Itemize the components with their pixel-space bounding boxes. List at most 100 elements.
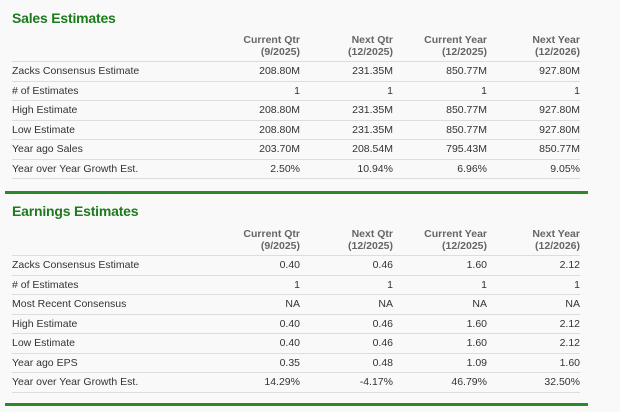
column-period: (12/2026) xyxy=(535,46,580,58)
row-label: Year ago EPS xyxy=(12,353,210,373)
row-label: Low Estimate xyxy=(12,333,210,354)
table-row: Year ago EPS 0.35 0.48 1.09 1.60 xyxy=(12,353,580,373)
column-header: Next Year (12/2026) xyxy=(487,34,580,62)
cell-value: 0.46 xyxy=(300,333,393,354)
header-blank xyxy=(12,228,210,256)
section-divider xyxy=(5,403,588,406)
table-row: Year over Year Growth Est. 14.29% -4.17% 46… xyxy=(12,372,580,393)
earnings-estimates-title: Earnings Estimates xyxy=(12,203,139,219)
earnings-estimates-table: Current Qtr (9/2025) Next Qtr (12/2025) Curr… xyxy=(12,228,580,393)
column-period: (12/2025) xyxy=(348,46,393,58)
table-row: Year over Year Growth Est. 2.50% 10.94% 6.9… xyxy=(12,159,580,179)
cell-value: 203.70M xyxy=(210,139,300,160)
row-label: Most Recent Consensus xyxy=(12,294,210,315)
cell-value: 46.79% xyxy=(393,372,487,393)
cell-value: 2.50% xyxy=(210,159,300,179)
cell-value: 927.80M xyxy=(487,100,580,121)
row-label: High Estimate xyxy=(12,314,210,334)
column-header: Next Year (12/2026) xyxy=(487,228,580,256)
cell-value: 0.40 xyxy=(210,314,300,334)
cell-value: 208.54M xyxy=(300,139,393,160)
column-label: Current Qtr xyxy=(243,34,300,46)
row-label: Year over Year Growth Est. xyxy=(12,372,210,393)
column-header: Current Qtr (9/2025) xyxy=(210,34,300,62)
cell-value: NA xyxy=(210,294,300,315)
cell-value: 927.80M xyxy=(487,61,580,82)
cell-value: 0.46 xyxy=(300,255,393,276)
table-row: Low Estimate 0.40 0.46 1.60 2.12 xyxy=(12,333,580,354)
column-header: Current Year (12/2025) xyxy=(393,34,487,62)
cell-value: 850.77M xyxy=(393,100,487,121)
cell-value: 1.60 xyxy=(393,255,487,276)
cell-value: 795.43M xyxy=(393,139,487,160)
cell-value: 1 xyxy=(487,275,580,295)
column-header: Next Qtr (12/2025) xyxy=(300,34,393,62)
cell-value: 1 xyxy=(210,81,300,101)
table-row: # of Estimates 1 1 1 1 xyxy=(12,275,580,295)
column-label: Next Qtr xyxy=(351,228,393,240)
column-label: Next Qtr xyxy=(351,34,393,46)
row-label: # of Estimates xyxy=(12,81,210,101)
cell-value: 208.80M xyxy=(210,61,300,82)
sales-estimates-title: Sales Estimates xyxy=(12,10,116,26)
cell-value: 1.60 xyxy=(487,353,580,373)
cell-value: 1 xyxy=(393,275,487,295)
row-label: Zacks Consensus Estimate xyxy=(12,61,210,82)
cell-value: 1 xyxy=(393,81,487,101)
column-label: Current Year xyxy=(424,34,487,46)
row-label: Year over Year Growth Est. xyxy=(12,159,210,179)
table-row: Zacks Consensus Estimate 208.80M 231.35M 85… xyxy=(12,61,580,82)
section-divider xyxy=(5,191,588,194)
row-label: High Estimate xyxy=(12,100,210,121)
cell-value: NA xyxy=(487,294,580,315)
cell-value: 1.60 xyxy=(393,333,487,354)
cell-value: 850.77M xyxy=(393,61,487,82)
cell-value: 2.12 xyxy=(487,333,580,354)
cell-value: 1 xyxy=(210,275,300,295)
cell-value: 0.46 xyxy=(300,314,393,334)
column-header: Next Qtr (12/2025) xyxy=(300,228,393,256)
cell-value: 0.40 xyxy=(210,255,300,276)
header-blank xyxy=(12,34,210,62)
cell-value: -4.17% xyxy=(300,372,393,393)
cell-value: 0.48 xyxy=(300,353,393,373)
cell-value: 9.05% xyxy=(487,159,580,179)
cell-value: 1 xyxy=(487,81,580,101)
row-label: Zacks Consensus Estimate xyxy=(12,255,210,276)
column-label: Current Qtr xyxy=(243,228,300,240)
table-row: High Estimate 0.40 0.46 1.60 2.12 xyxy=(12,314,580,334)
table-row: Most Recent Consensus NA NA NA NA xyxy=(12,294,580,315)
table-row: # of Estimates 1 1 1 1 xyxy=(12,81,580,101)
table-header-row: Current Qtr (9/2025) Next Qtr (12/2025) Curr… xyxy=(12,228,580,256)
cell-value: 850.77M xyxy=(487,139,580,160)
cell-value: 231.35M xyxy=(300,61,393,82)
table-row: Year ago Sales 203.70M 208.54M 795.43M 850.7… xyxy=(12,139,580,160)
cell-value: 1 xyxy=(300,81,393,101)
cell-value: 1 xyxy=(300,275,393,295)
cell-value: 1.09 xyxy=(393,353,487,373)
cell-value: 6.96% xyxy=(393,159,487,179)
column-period: (12/2025) xyxy=(348,240,393,252)
cell-value: NA xyxy=(393,294,487,315)
column-period: (9/2025) xyxy=(260,240,300,252)
column-period: (9/2025) xyxy=(260,46,300,58)
table-row: High Estimate 208.80M 231.35M 850.77M 927.80… xyxy=(12,100,580,121)
cell-value: 2.12 xyxy=(487,255,580,276)
cell-value: 231.35M xyxy=(300,100,393,121)
column-label: Next Year xyxy=(532,228,580,240)
cell-value: 0.35 xyxy=(210,353,300,373)
cell-value: 927.80M xyxy=(487,120,580,140)
cell-value: 1.60 xyxy=(393,314,487,334)
cell-value: 208.80M xyxy=(210,120,300,140)
table-row: Low Estimate 208.80M 231.35M 850.77M 927.80M xyxy=(12,120,580,140)
sales-estimates-table: Current Qtr (9/2025) Next Qtr (12/2025) Curr… xyxy=(12,34,580,179)
cell-value: 14.29% xyxy=(210,372,300,393)
cell-value: 0.40 xyxy=(210,333,300,354)
column-header: Current Year (12/2025) xyxy=(393,228,487,256)
cell-value: 208.80M xyxy=(210,100,300,121)
column-period: (12/2026) xyxy=(535,240,580,252)
row-label: # of Estimates xyxy=(12,275,210,295)
column-label: Current Year xyxy=(424,228,487,240)
column-label: Next Year xyxy=(532,34,580,46)
row-label: Low Estimate xyxy=(12,120,210,140)
